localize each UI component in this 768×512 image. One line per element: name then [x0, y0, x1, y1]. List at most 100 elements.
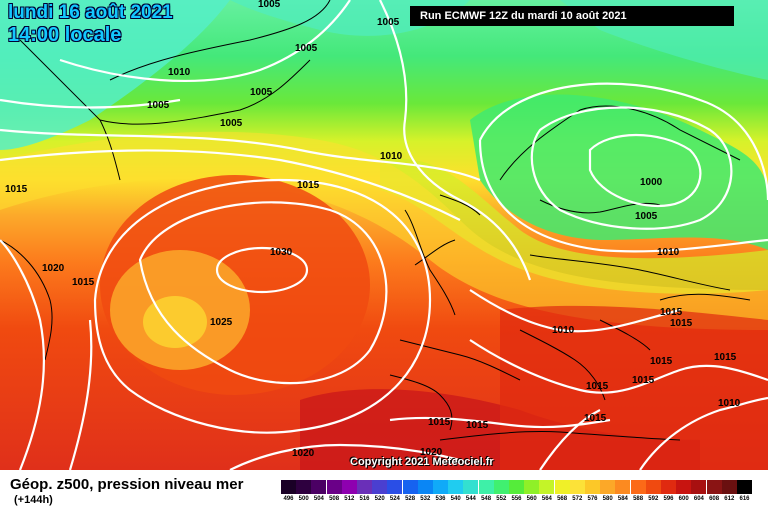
- scale-tick-label: 576: [587, 496, 598, 502]
- field-yellow-band: [0, 131, 768, 330]
- scale-tick-label: 512: [344, 496, 355, 502]
- field-green-trough: [470, 94, 768, 251]
- isobar-label: 1020: [42, 263, 65, 274]
- scale-tick-label: 504: [313, 496, 324, 502]
- scale-tick-label: 572: [572, 496, 583, 502]
- isobar-1010-e: [639, 396, 768, 470]
- isobar-label: 1005: [635, 211, 658, 222]
- isobar-1015-sw: [0, 239, 45, 470]
- model-run-info: Run ECMWF 12Z du mardi 10 août 2021: [410, 6, 734, 26]
- isobar-1005-low: [530, 106, 733, 230]
- isobar-label: 1005: [258, 0, 281, 10]
- scale-swatch: [448, 480, 464, 494]
- isobar-label: 1010: [168, 67, 191, 78]
- scale-swatch: [706, 480, 722, 494]
- scale-swatch: [311, 480, 327, 494]
- legend-bar: Géop. z500, pression niveau mer (+144h) …: [0, 470, 768, 512]
- isobar-1010-band: [0, 128, 481, 182]
- isobar-label: 1010: [380, 151, 403, 162]
- isobar-1020: [93, 178, 432, 434]
- scale-swatch: [433, 480, 448, 494]
- isobar-label: 1015: [584, 413, 607, 424]
- scale-tick-label: 516: [359, 496, 370, 502]
- isobar-label: 1015: [72, 277, 95, 288]
- scale-tick-label: 500: [298, 496, 309, 502]
- isobar-label: 1030: [270, 247, 293, 258]
- scale-tick-label: 532: [420, 496, 431, 502]
- scale-swatch: [645, 480, 661, 494]
- scale-swatch: [661, 480, 676, 494]
- forecast-date: lundi 16 août 2021: [8, 2, 173, 23]
- isobar-label: 1015: [428, 417, 451, 428]
- scale-swatch: [387, 480, 403, 494]
- isobar-label: 1010: [657, 247, 680, 258]
- isobar-label: 1020: [420, 447, 443, 458]
- isobar-1020-south: [229, 443, 461, 470]
- scale-tick-label: 608: [709, 496, 720, 502]
- scale-tick-label: 564: [541, 496, 552, 502]
- isobar-label: 1015: [297, 180, 320, 191]
- isobar-label: 1015: [650, 356, 673, 367]
- scale-swatch: [341, 480, 357, 494]
- scale-tick-label: 524: [389, 496, 400, 502]
- scale-swatch: [721, 480, 737, 494]
- forecast-time: 14:00 locale: [8, 24, 122, 46]
- scale-swatch: [326, 480, 342, 494]
- scale-tick-label: 544: [465, 496, 476, 502]
- copyright-text: Copyright 2021 Meteociel.fr: [350, 456, 494, 468]
- isobar-label: 1015: [632, 375, 655, 386]
- scale-swatch: [554, 480, 570, 494]
- isobar-1015-south: [389, 416, 611, 429]
- scale-swatch: [402, 480, 418, 494]
- field-yellow-center: [143, 296, 207, 348]
- scale-tick-label: 584: [617, 496, 628, 502]
- field-lime-band: [380, 158, 768, 294]
- scale-swatch: [615, 480, 631, 494]
- isobar-label: 1015: [586, 381, 609, 392]
- scale-swatch: [630, 480, 646, 494]
- legend-title: Géop. z500, pression niveau mer: [10, 476, 244, 493]
- isobar-label: 1005: [220, 118, 243, 129]
- scale-tick-label: 556: [511, 496, 522, 502]
- scale-swatch: [509, 480, 524, 494]
- isobar-1015-se: [539, 409, 601, 470]
- scale-swatch: [676, 480, 692, 494]
- scale-swatch: [296, 480, 312, 494]
- scale-swatch: [281, 480, 296, 494]
- isobar-label: 1015: [670, 318, 693, 329]
- scale-tick-label: 592: [648, 496, 659, 502]
- scale-tick-label: 560: [526, 496, 537, 502]
- scale-tick-label: 604: [693, 496, 704, 502]
- isobar-label: 1015: [660, 307, 683, 318]
- scale-tick-label: 588: [633, 496, 644, 502]
- isobar-label: 1000: [640, 177, 663, 188]
- isobar-1015-west: [0, 149, 461, 221]
- isobar-1010-low: [478, 82, 768, 253]
- isobar-label: 1010: [552, 325, 575, 336]
- isobar-1005-n2: [0, 98, 181, 109]
- isobar-label: 1015: [466, 420, 489, 431]
- scale-swatch: [493, 480, 509, 494]
- scale-tick-label: 508: [329, 496, 340, 502]
- scale-swatch: [569, 480, 585, 494]
- isobar-label: 1005: [250, 87, 273, 98]
- scale-swatch: [737, 480, 752, 494]
- isobar-label: 1015: [5, 184, 28, 195]
- isobar-label: 1020: [292, 448, 315, 459]
- isobar-label: 1010: [718, 398, 741, 409]
- isobar-1005-north: [59, 0, 351, 82]
- scale-swatch: [600, 480, 616, 494]
- scale-tick-label: 520: [374, 496, 385, 502]
- isobar-1000-low: [588, 134, 702, 207]
- isobar-1010-med: [469, 289, 681, 333]
- isobar-1015-med: [469, 339, 768, 394]
- legend-subtitle: (+144h): [14, 494, 53, 506]
- scale-tick-label: 612: [724, 496, 735, 502]
- scale-swatch: [463, 480, 479, 494]
- scale-tick-label: 580: [602, 496, 613, 502]
- isobar-label: 1005: [295, 43, 318, 54]
- isobar-label: 1005: [147, 100, 170, 111]
